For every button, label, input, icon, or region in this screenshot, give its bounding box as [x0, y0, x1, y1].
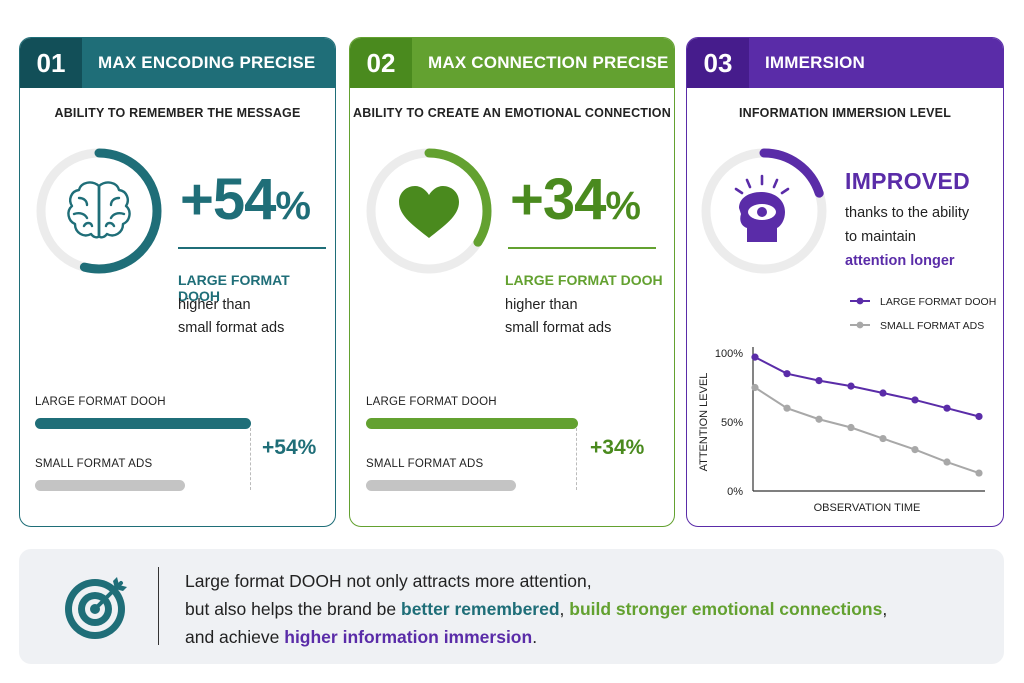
bar-label-large: LARGE FORMAT DOOH [366, 396, 497, 408]
card-subtitle: ABILITY TO REMEMBER THE MESSAGE [54, 106, 301, 120]
immersion-card: 03 IMMERSION INFORMATION IMMERSION LEVEL… [686, 37, 1004, 527]
data-point [943, 458, 951, 466]
eye-head-icon [734, 174, 790, 242]
y-tick-label: 50% [721, 417, 743, 429]
description-line-2: small format ads [178, 320, 285, 336]
progress-ring [36, 148, 162, 274]
bar-label-small: SMALL FORMAT ADS [35, 458, 153, 470]
y-tick-label: 0% [727, 486, 743, 498]
legend-marker [856, 321, 864, 329]
divider-line [178, 247, 326, 249]
data-point [879, 389, 887, 397]
data-point [783, 370, 791, 378]
emphasis-connections: build stronger emotional connections [569, 599, 883, 619]
bar-large [366, 418, 578, 429]
summary-text: but also helps the brand be [185, 599, 401, 619]
data-point [847, 423, 855, 432]
data-point [879, 434, 887, 443]
card-header: 01 MAX ENCODING PRECISE [20, 38, 335, 88]
description-line-1: thanks to the ability [845, 205, 970, 221]
highlight-label: LARGE FORMAT DOOH [505, 272, 663, 288]
data-point [815, 415, 823, 423]
improved-headline: IMPROVED [845, 168, 971, 194]
bar-difference: +34% [590, 436, 645, 459]
brain-icon [67, 181, 131, 239]
card-number: 01 [20, 38, 82, 88]
y-tick-label: 100% [715, 348, 743, 360]
data-point [783, 404, 791, 412]
legend-label: SMALL FORMAT ADS [880, 320, 984, 332]
emphasis-text: attention longer [845, 253, 955, 269]
summary-text: and achieve [185, 627, 285, 647]
data-point [911, 446, 919, 454]
y-axis-label: ATTENTION LEVEL [698, 373, 710, 472]
card-header: 03 IMMERSION [687, 38, 1003, 88]
percent-sign: % [275, 184, 311, 228]
big-percentage: +34% [510, 166, 641, 233]
big-percentage: +54% [180, 166, 311, 233]
summary-line-1: Large format DOOH not only attracts more… [185, 571, 592, 591]
bar-label-small: SMALL FORMAT ADS [366, 458, 484, 470]
connection-card: 02 MAX CONNECTION PRECISE ABILITY TO CRE… [349, 37, 675, 527]
summary-line-2: but also helps the brand be better remem… [185, 599, 887, 620]
target-icon [65, 577, 127, 639]
series-line [754, 386, 980, 475]
dashed-divider [250, 428, 251, 490]
card-subtitle: INFORMATION IMMERSION LEVEL [738, 106, 952, 120]
data-point [975, 412, 983, 421]
series-line [754, 356, 980, 418]
data-point [751, 383, 759, 392]
description-line-1: higher than [178, 297, 251, 313]
data-point [751, 353, 759, 361]
description-line-2: small format ads [505, 320, 612, 336]
legend-marker [856, 297, 864, 305]
summary-banner: Large format DOOH not only attracts more… [19, 549, 1004, 664]
data-point [847, 382, 855, 390]
divider-line [508, 247, 656, 249]
progress-ring [701, 148, 827, 274]
attention-line-chart: 100% 50% 0% ATTENTION LEVEL OBSERVATION TIME… [698, 296, 996, 514]
bar-small [366, 480, 516, 491]
percent-sign: % [605, 184, 641, 228]
highlight-label: LARGE FORMAT DOOH [178, 272, 290, 304]
legend-label: LARGE FORMAT DOOH [880, 296, 996, 308]
dashed-divider [576, 428, 577, 490]
bar-large [35, 418, 251, 429]
description-line-1: higher than [505, 297, 578, 313]
description-line-2: to maintain [845, 229, 916, 245]
summary-text: , [559, 599, 570, 619]
card-number: 03 [687, 38, 749, 88]
bar-difference: +54% [262, 436, 317, 459]
card-header: 02 MAX CONNECTION PRECISE [350, 38, 674, 88]
big-percentage-value: +34 [510, 167, 606, 232]
emphasis-remembered: better remembered [401, 599, 560, 619]
bar-small [35, 480, 185, 491]
emphasis-immersion: higher information immersion [284, 627, 533, 647]
data-point [815, 377, 823, 385]
card-number: 02 [350, 38, 412, 88]
card-title: MAX CONNECTION PRECISE [412, 38, 674, 88]
summary-text: , [882, 599, 888, 619]
card-title: IMMERSION [749, 38, 1003, 88]
big-percentage-value: +54 [180, 167, 276, 232]
x-axis-label: OBSERVATION TIME [814, 502, 921, 514]
data-point [975, 469, 983, 477]
bar-label-large: LARGE FORMAT DOOH [35, 396, 166, 408]
summary-text: . [532, 627, 538, 647]
heart-icon [399, 186, 459, 238]
banner-divider [158, 567, 159, 645]
data-point [911, 396, 919, 404]
encoding-card: 01 MAX ENCODING PRECISE ABILITY TO REMEM… [19, 37, 336, 527]
progress-ring [366, 148, 492, 274]
data-point [943, 404, 951, 412]
summary-line-3: and achieve higher information immersion… [185, 627, 537, 648]
card-subtitle: ABILITY TO CREATE AN EMOTIONAL CONNECTIO… [353, 106, 671, 120]
card-title: MAX ENCODING PRECISE [82, 38, 335, 88]
